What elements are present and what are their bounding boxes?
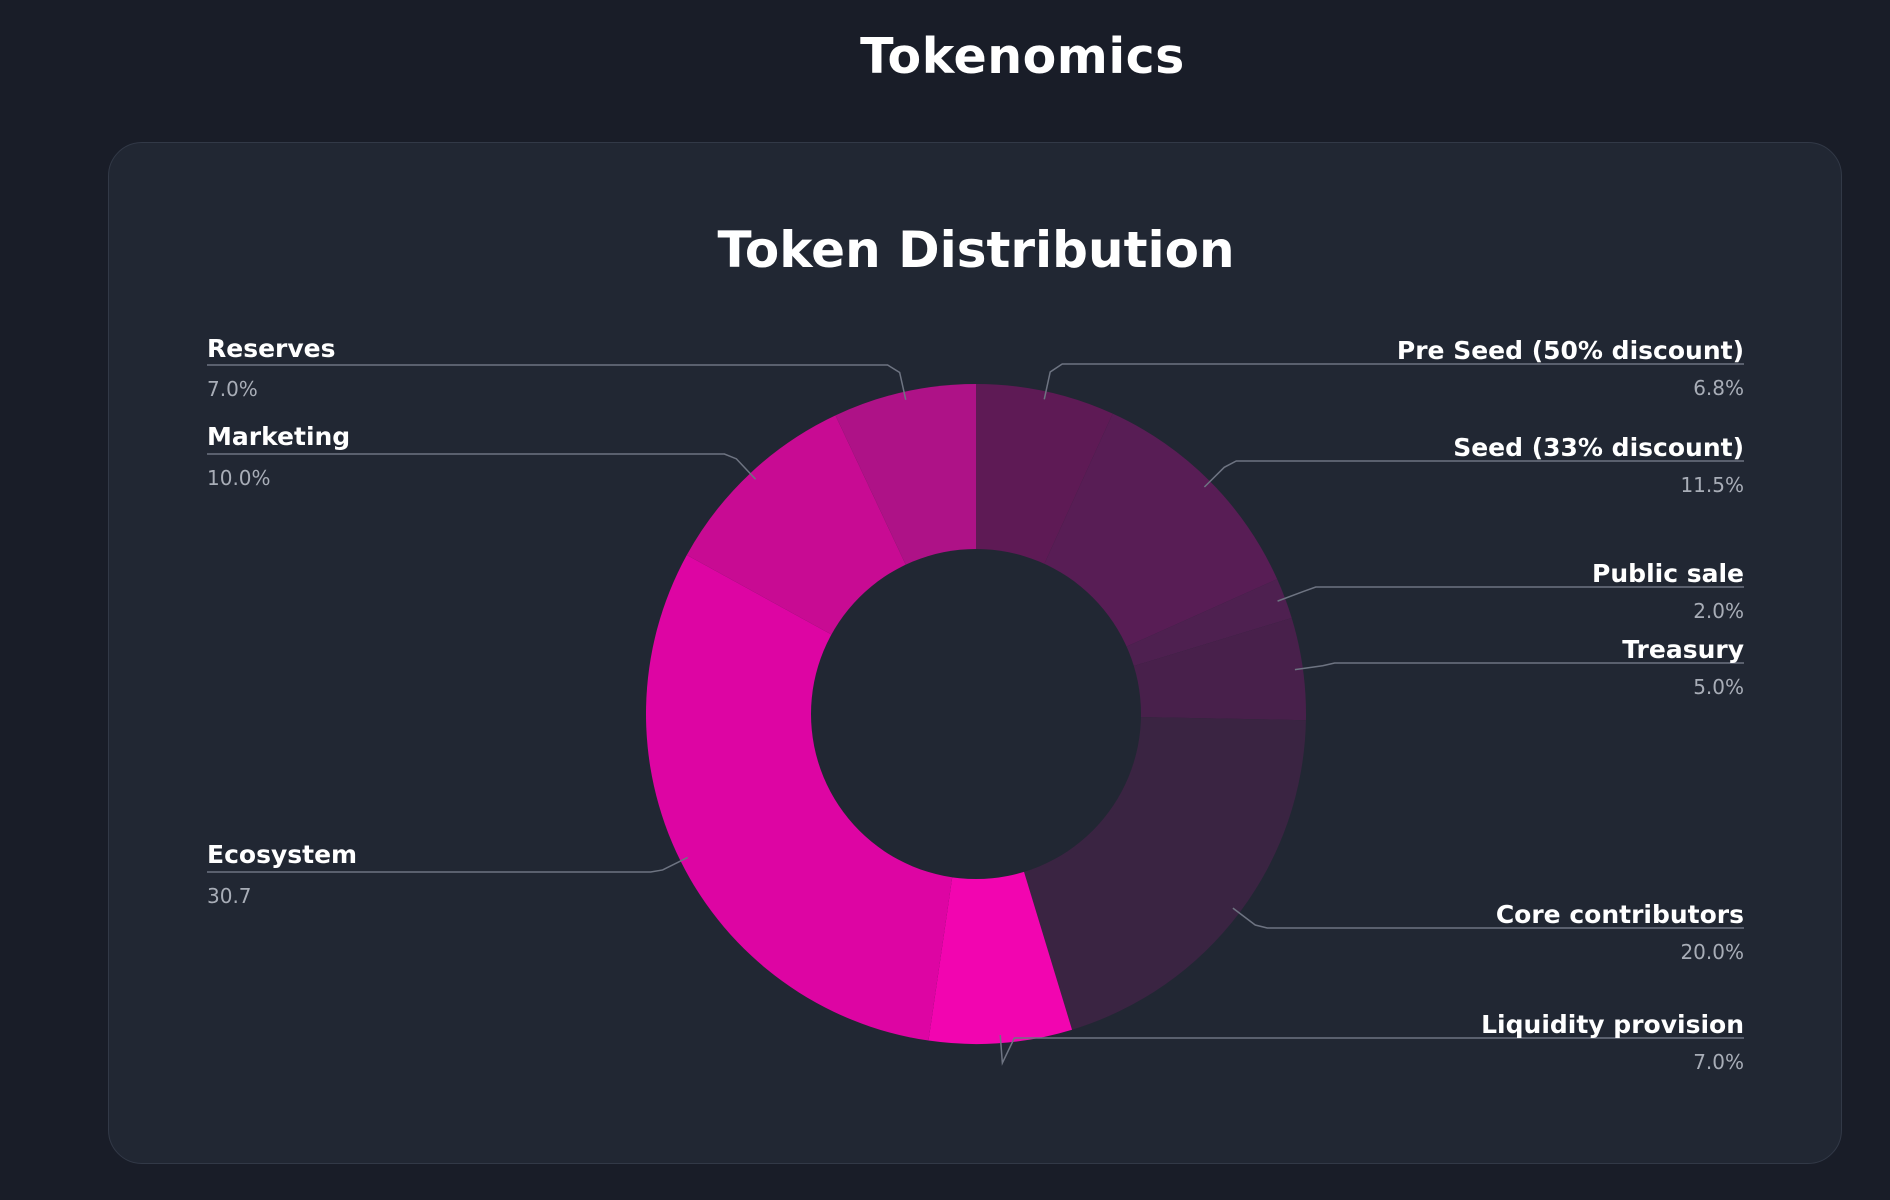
chart-title: Token Distribution bbox=[717, 221, 1234, 279]
chart-labels: Pre Seed (50% discount) 6.8% Seed (33% dis… bbox=[207, 334, 1744, 1074]
label-value-core-contributors: 20.0% bbox=[1680, 940, 1744, 964]
leader-line-treasury bbox=[1294, 662, 1744, 671]
leader-line-core-contributors bbox=[1232, 907, 1744, 929]
leader-line-pre-seed-50-discount bbox=[1043, 363, 1744, 400]
label-value-treasury: 5.0% bbox=[1693, 675, 1744, 699]
label-value-pre-seed-50-discount: 6.8% bbox=[1693, 376, 1744, 400]
label-name-marketing: Marketing bbox=[207, 422, 350, 451]
leader-line-marketing bbox=[207, 453, 757, 480]
label-name-seed-33-discount: Seed (33% discount) bbox=[1453, 433, 1744, 462]
leader-line-seed-33-discount bbox=[1203, 460, 1744, 488]
leader-line-ecosystem bbox=[207, 856, 689, 873]
label-value-public-sale: 2.0% bbox=[1693, 599, 1744, 623]
label-value-marketing: 10.0% bbox=[207, 466, 271, 490]
label-name-reserves: Reserves bbox=[207, 334, 336, 363]
label-value-liquidity-provision: 7.0% bbox=[1693, 1050, 1744, 1074]
leader-line-liquidity-provision bbox=[999, 1035, 1744, 1066]
label-value-reserves: 7.0% bbox=[207, 377, 258, 401]
chart-card: Token Distribution Pre Seed (50% discoun… bbox=[108, 142, 1842, 1164]
label-name-ecosystem: Ecosystem bbox=[207, 840, 357, 869]
label-value-ecosystem: 30.7 bbox=[207, 884, 252, 908]
page-heading: Tokenomics bbox=[860, 28, 1185, 85]
leader-line-reserves bbox=[207, 364, 907, 400]
leader-line-public-sale bbox=[1277, 586, 1744, 602]
label-name-treasury: Treasury bbox=[1622, 635, 1744, 664]
label-name-liquidity-provision: Liquidity provision bbox=[1481, 1010, 1744, 1039]
donut-hole bbox=[811, 549, 1141, 879]
label-name-pre-seed-50-discount: Pre Seed (50% discount) bbox=[1397, 336, 1744, 365]
donut-chart: Token Distribution Pre Seed (50% discoun… bbox=[207, 221, 1744, 1074]
label-value-seed-33-discount: 11.5% bbox=[1680, 473, 1744, 497]
label-name-core-contributors: Core contributors bbox=[1496, 900, 1744, 929]
label-name-public-sale: Public sale bbox=[1592, 559, 1744, 588]
